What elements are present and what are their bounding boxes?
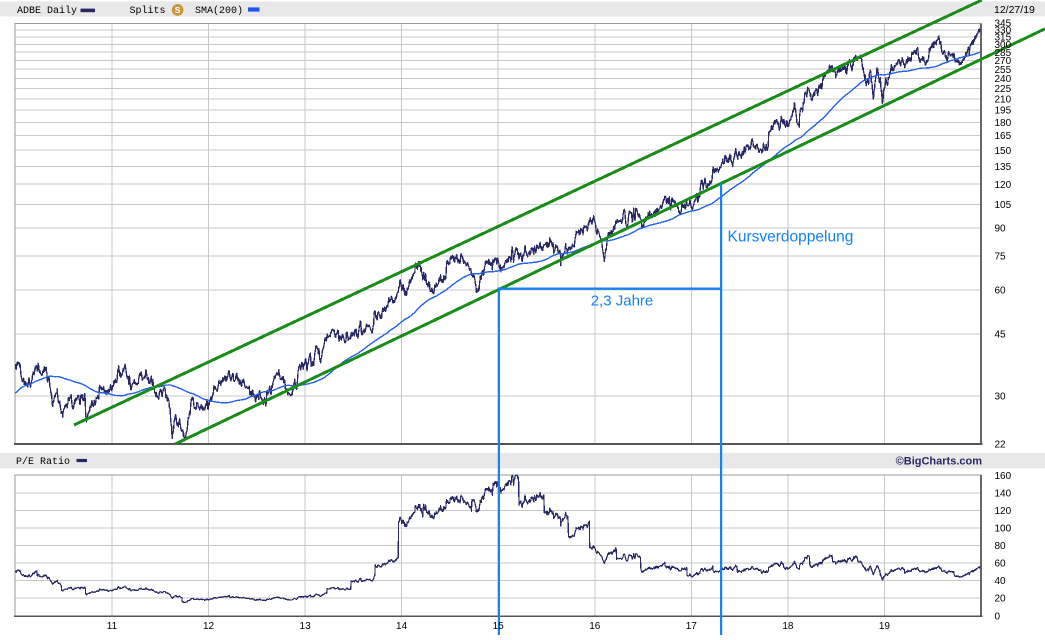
svg-text:ADBE Daily: ADBE Daily [17,5,77,17]
svg-text:11: 11 [107,621,118,632]
svg-text:P/E Ratio: P/E Ratio [16,456,70,468]
svg-text:285: 285 [995,48,1012,59]
svg-text:Splits: Splits [130,5,166,17]
svg-text:22: 22 [995,439,1007,450]
svg-text:14: 14 [396,621,408,632]
svg-text:345: 345 [995,19,1012,30]
svg-text:140: 140 [995,488,1012,499]
svg-text:©BigCharts.com: ©BigCharts.com [896,456,983,468]
svg-text:255: 255 [995,65,1012,76]
svg-text:12/27/19: 12/27/19 [994,4,1035,16]
svg-text:S: S [175,5,181,15]
svg-text:2,3 Jahre: 2,3 Jahre [591,293,654,310]
svg-text:60: 60 [995,559,1007,570]
svg-text:300: 300 [995,40,1012,51]
svg-text:105: 105 [995,200,1012,211]
svg-text:16: 16 [589,621,601,632]
svg-text:SMA(200): SMA(200) [195,5,243,17]
svg-text:13: 13 [300,621,312,632]
svg-text:120: 120 [995,506,1012,517]
svg-text:225: 225 [995,84,1012,95]
svg-text:90: 90 [995,224,1007,235]
svg-text:45: 45 [995,330,1007,341]
svg-text:19: 19 [879,621,891,632]
svg-text:270: 270 [995,56,1012,67]
svg-text:60: 60 [995,286,1007,297]
svg-text:0: 0 [995,611,1001,622]
svg-text:150: 150 [995,146,1012,157]
svg-text:40: 40 [995,576,1007,587]
svg-text:195: 195 [995,106,1012,117]
svg-text:100: 100 [995,524,1012,535]
svg-text:120: 120 [995,180,1012,191]
svg-text:165: 165 [995,131,1012,142]
svg-text:180: 180 [995,118,1012,129]
svg-text:315: 315 [995,33,1012,44]
svg-text:210: 210 [995,94,1012,105]
svg-text:18: 18 [782,621,794,632]
svg-text:135: 135 [995,162,1012,173]
svg-text:75: 75 [995,252,1007,263]
svg-text:240: 240 [995,74,1012,85]
svg-text:20: 20 [995,594,1007,605]
svg-text:80: 80 [995,541,1007,552]
svg-text:17: 17 [686,621,698,632]
svg-text:330: 330 [995,26,1012,37]
svg-text:12: 12 [203,621,215,632]
svg-text:160: 160 [995,471,1012,482]
svg-text:15: 15 [493,621,505,632]
svg-text:Kursverdoppelung: Kursverdoppelung [728,229,854,246]
svg-text:30: 30 [995,391,1007,402]
